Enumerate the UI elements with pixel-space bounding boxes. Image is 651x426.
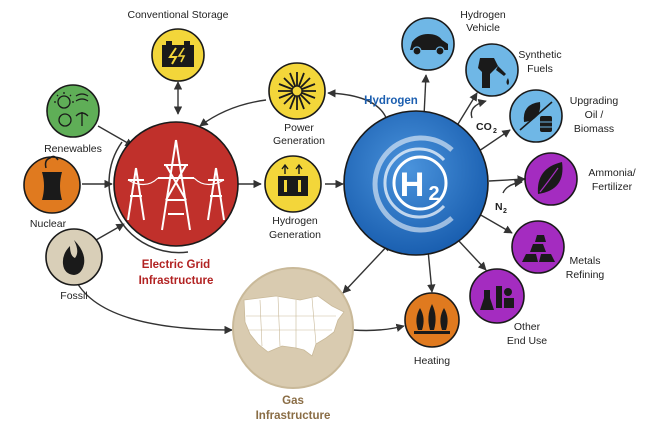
battery-icon — [162, 41, 194, 67]
power-tower-icon — [127, 139, 225, 231]
upgrading-oil-label-line1: Upgrading — [570, 95, 619, 107]
electric-grid-label-line1: Electric Grid — [142, 259, 210, 271]
metals-label-line2: Refining — [566, 269, 605, 281]
power-generation-label-line1: Power — [284, 122, 314, 134]
metals-label-line1: Metals — [570, 255, 601, 267]
heating-node: Heating — [404, 292, 460, 367]
renewables-icon — [54, 92, 89, 127]
hydrogen-vehicle-label-line2: Vehicle — [466, 22, 500, 34]
synthetic-fuels-label-line1: Synthetic — [518, 49, 561, 61]
power-generation-label-line2: Generation — [273, 135, 325, 147]
upgrading-oil-label-line3: Biomass — [574, 123, 614, 135]
co2-subscript: 2 — [493, 128, 497, 135]
leaf-barrel-icon — [519, 101, 553, 132]
renewables-node: Renewables — [44, 84, 102, 155]
hydrogen-center-node: H 2 Hydrogen — [343, 95, 489, 256]
gas-infrastructure-node: Gas Infrastructure — [232, 267, 354, 422]
n2-input-label: N 2 — [495, 201, 507, 215]
co2-base: CO — [476, 121, 492, 133]
fossil-label: Fossil — [60, 290, 87, 302]
renewables-label: Renewables — [44, 143, 102, 155]
ammonia-node: Ammonia/ Fertilizer — [524, 152, 636, 206]
upgrading-oil-label-line2: Oil / — [585, 109, 604, 121]
synthetic-fuels-node: Synthetic Fuels — [465, 43, 562, 97]
gas-label-line2: Infrastructure — [256, 410, 331, 422]
conventional-storage-node: Conventional Storage — [128, 9, 229, 82]
n2-subscript: 2 — [503, 208, 507, 215]
burner-flames-icon — [414, 304, 450, 334]
conventional-storage-label: Conventional Storage — [128, 9, 229, 21]
hydrogen-generation-label-line2: Generation — [269, 229, 321, 241]
nuclear-node: Nuclear — [23, 155, 81, 230]
other-end-use-node: Other End Use — [469, 268, 547, 347]
lab-flask-icon — [480, 286, 514, 310]
other-end-use-label-line1: Other — [514, 321, 541, 333]
electrolyzer-icon — [278, 163, 308, 196]
synthetic-fuels-label-line2: Fuels — [527, 63, 553, 75]
car-icon — [410, 34, 448, 50]
connectors — [73, 74, 526, 335]
ammonia-label-line1: Ammonia/ — [588, 167, 635, 179]
hydrogen-title: Hydrogen — [364, 95, 418, 107]
metals-refining-node: Metals Refining — [511, 220, 605, 281]
nuclear-label: Nuclear — [30, 218, 67, 230]
electric-grid-node: Electric Grid Infrastructure — [108, 121, 239, 287]
heating-label: Heating — [414, 355, 450, 367]
electric-grid-label-line2: Infrastructure — [139, 275, 214, 287]
n2-base: N — [495, 201, 503, 213]
hydrogen-vehicle-node: Hydrogen Vehicle — [401, 9, 506, 71]
hydrogen-vehicle-label-line1: Hydrogen — [460, 9, 506, 21]
upgrading-oil-node: Upgrading Oil / Biomass — [509, 89, 619, 143]
hydrogen-generation-node: Hydrogen Generation — [264, 155, 322, 241]
flame-icon — [62, 240, 85, 275]
ammonia-label-line2: Fertilizer — [592, 181, 633, 193]
ingots-icon — [522, 235, 555, 262]
fuel-nozzle-icon — [478, 58, 509, 88]
hydrogen-generation-label-line1: Hydrogen — [272, 215, 318, 227]
cooling-tower-icon — [42, 172, 62, 200]
other-end-use-label-line2: End Use — [507, 335, 547, 347]
power-generation-node: Power Generation — [268, 62, 326, 147]
gas-label-line1: Gas — [282, 395, 304, 407]
co2-input-label: CO 2 — [476, 121, 497, 135]
h2-subscript: 2 — [428, 183, 439, 205]
h2-symbol: H — [400, 166, 425, 204]
fossil-node: Fossil — [45, 228, 103, 302]
